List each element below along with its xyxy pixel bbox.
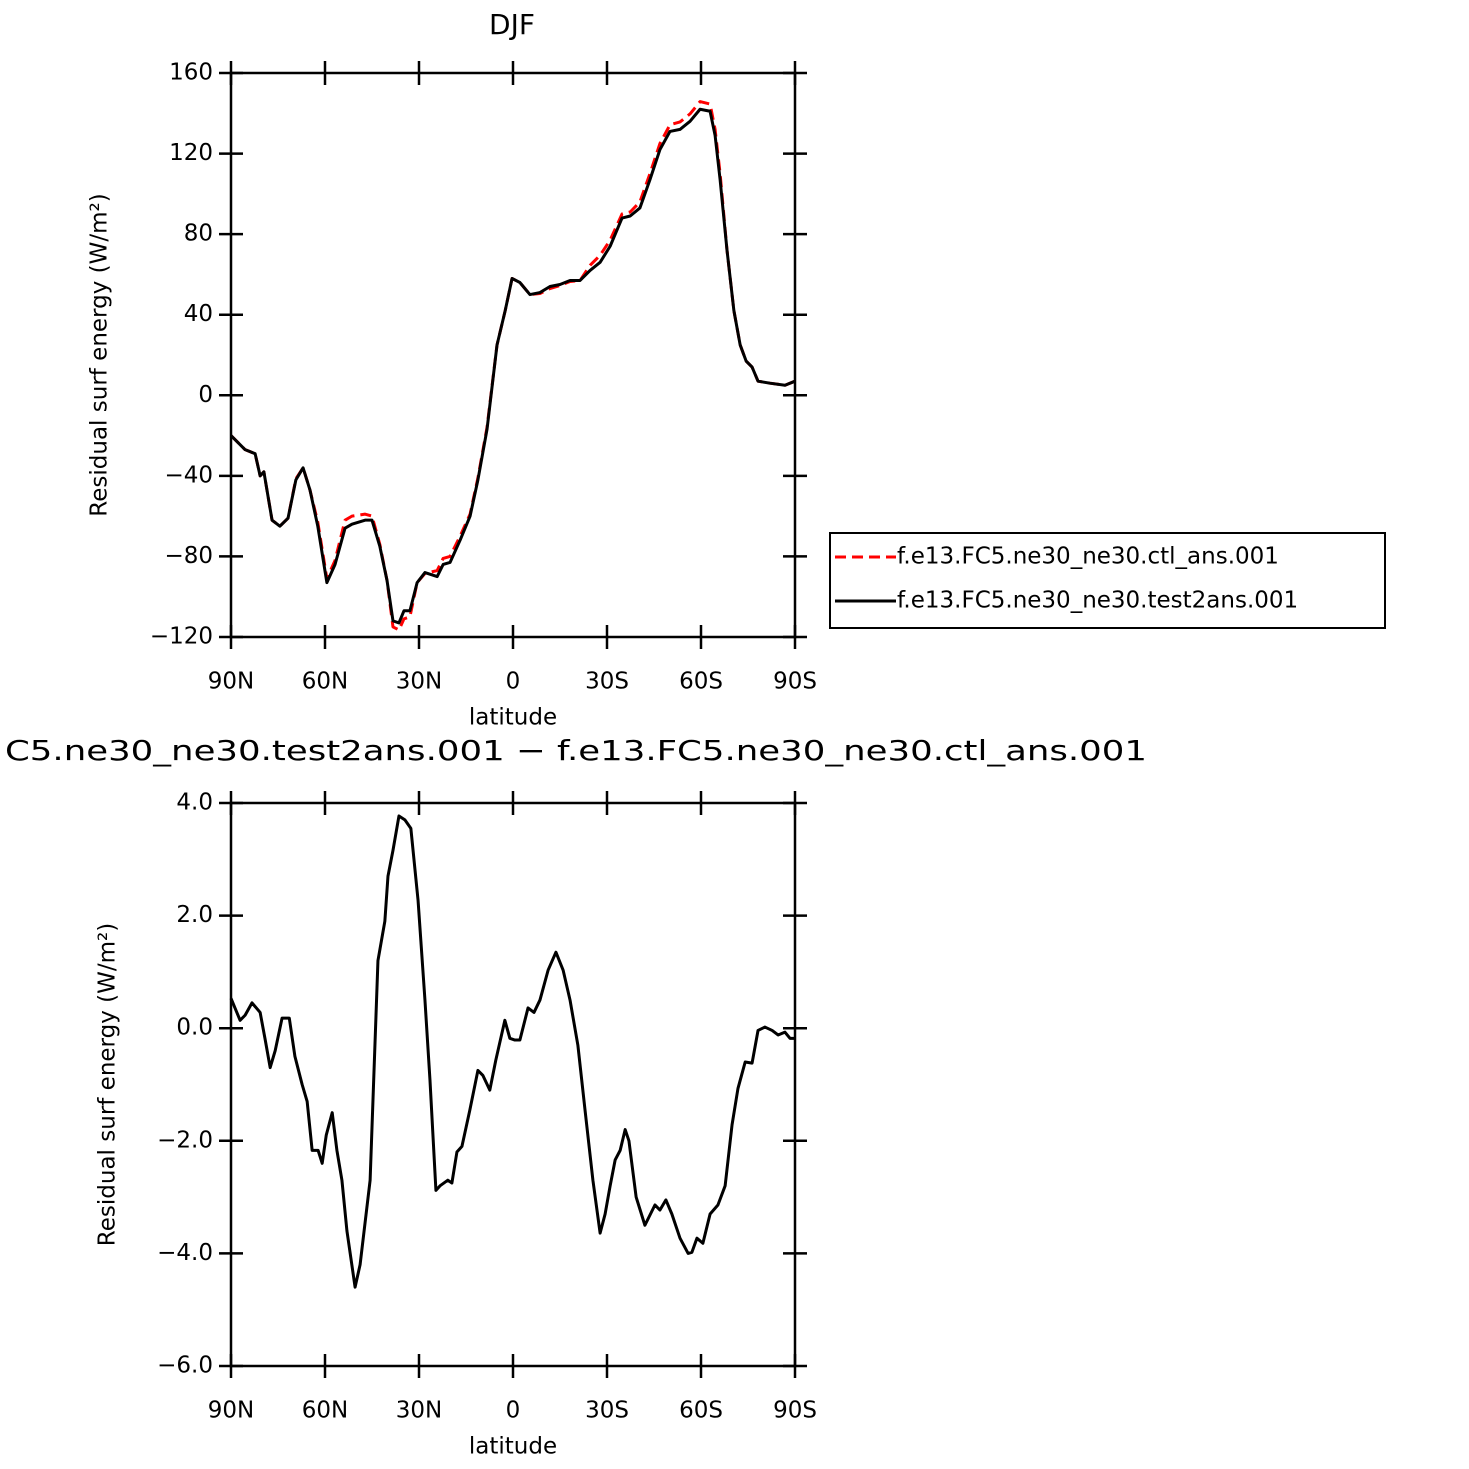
y-tick-label: 40 [184,301,213,327]
x-axis-label: latitude [469,705,557,731]
x-tick-label: 30S [585,1398,629,1424]
x-axis-label: latitude [469,1434,557,1460]
x-tick-label: 60N [302,669,348,695]
chart-title: DJF [489,8,535,41]
y-tick-label: 0 [198,382,213,408]
legend-label: f.e13.FC5.ne30_ne30.test2ans.001 [897,588,1298,614]
x-tick-label: 0 [506,1398,521,1424]
legend-box [829,532,1386,629]
x-tick-label: 60N [302,1398,348,1424]
y-tick-label: 80 [184,221,213,247]
plot-frame [229,801,797,1368]
x-tick-label: 90N [208,1398,254,1424]
y-axis-label: Residual surf energy (W/m²) [87,193,113,516]
y-tick-label: 120 [169,140,213,166]
legend-label: f.e13.FC5.ne30_ne30.ctl_ans.001 [897,544,1279,570]
y-tick-label: −40 [164,462,213,488]
x-tick-label: 90S [773,1398,817,1424]
y-tick-label: 160 [169,60,213,86]
x-tick-label: 90N [208,669,254,695]
chart-title: C5.ne30_ne30.test2ans.001 − f.e13.FC5.ne… [5,734,1147,767]
x-tick-label: 60S [679,669,723,695]
y-tick-label: 2.0 [176,902,213,928]
y-axis-label: Residual surf energy (W/m²) [95,923,121,1246]
x-tick-label: 30N [396,1398,442,1424]
y-tick-label: −120 [150,624,213,650]
y-tick-label: −80 [164,543,213,569]
x-tick-label: 60S [679,1398,723,1424]
y-tick-label: −4.0 [157,1240,213,1266]
x-tick-label: 0 [506,669,521,695]
y-tick-label: −6.0 [157,1353,213,1379]
y-tick-label: 4.0 [176,790,213,816]
y-tick-label: −2.0 [157,1127,213,1153]
x-tick-label: 30S [585,669,629,695]
data-line [229,814,795,1289]
data-line [229,100,796,632]
data-line [229,107,796,625]
plot-frame [229,71,797,639]
x-tick-label: 30N [396,669,442,695]
y-tick-label: 0.0 [176,1015,213,1041]
x-tick-label: 90S [773,669,817,695]
